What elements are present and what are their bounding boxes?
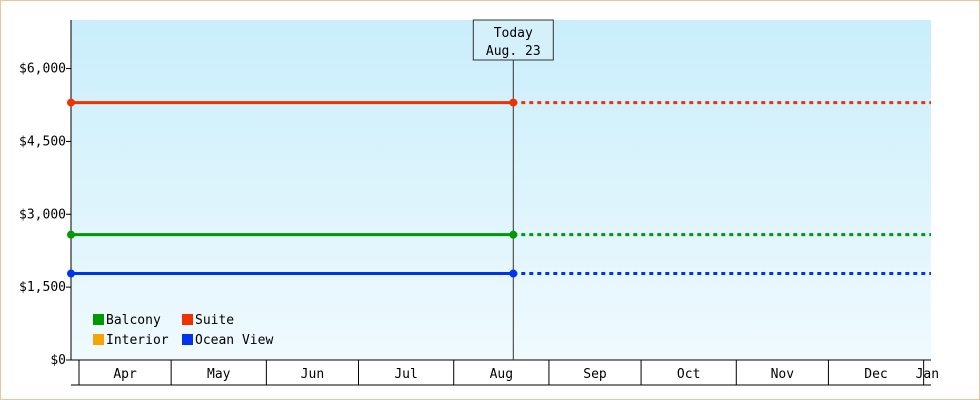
y-tick-label: $6,000 [19, 62, 66, 77]
legend-swatch-interior [93, 334, 104, 345]
month-label: Dec [864, 367, 887, 382]
balcony-point [67, 230, 75, 239]
legend-swatch-balcony [93, 314, 104, 325]
y-tick-label: $3,000 [19, 207, 66, 222]
legend-swatch-ocean-view [182, 334, 193, 345]
legend: Balcony Suite Interior Ocean View [93, 313, 273, 348]
month-label: Apr [113, 367, 137, 382]
month-label: Sep [583, 367, 607, 382]
today-date: Aug. 23 [486, 44, 541, 59]
month-label: Jun [301, 367, 324, 382]
x-axis: Apr May Jun Jul Aug Sep Oct Nov Dec Jan [71, 359, 939, 386]
month-label: Jul [394, 367, 417, 382]
month-label: Oct [677, 367, 700, 382]
month-label: Nov [771, 367, 795, 382]
today-marker: Today Aug. 23 [472, 19, 554, 360]
month-label: Jan [916, 367, 939, 382]
balcony-point [509, 230, 518, 239]
legend-label-balcony: Balcony [106, 313, 161, 328]
suite-point [509, 98, 518, 107]
today-label: Today [494, 26, 533, 41]
plot-background [71, 20, 931, 360]
month-label: Aug [490, 367, 513, 382]
legend-swatch-suite [182, 314, 193, 325]
series-lines [67, 98, 931, 278]
y-tick-label: $0 [50, 353, 66, 368]
ocean-view-point [509, 269, 518, 278]
suite-point [67, 98, 75, 107]
y-tick-label: $1,500 [19, 280, 66, 295]
y-tick-label: $4,500 [19, 134, 66, 149]
legend-label-ocean-view: Ocean View [195, 333, 273, 348]
legend-label-suite: Suite [195, 313, 234, 328]
y-axis: $0 $1,500 $3,000 $4,500 $6,000 [19, 20, 72, 368]
ocean-view-point [67, 269, 75, 278]
month-label: May [207, 367, 231, 382]
today-box [472, 19, 554, 61]
legend-label-interior: Interior [106, 333, 169, 348]
